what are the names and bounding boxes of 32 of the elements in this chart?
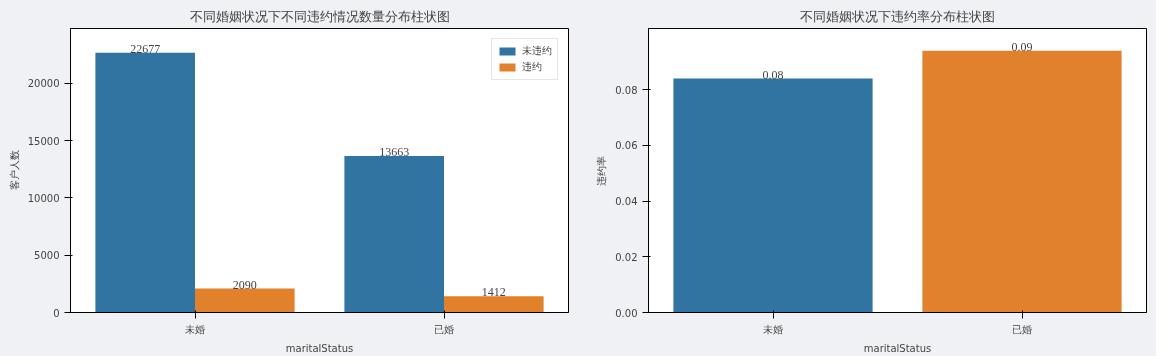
data-label: 22677 bbox=[130, 41, 161, 56]
x-tick-label: 未婚 bbox=[763, 323, 783, 335]
y-tick-label: 10000 bbox=[27, 192, 60, 204]
data-label: 0.08 bbox=[762, 67, 784, 82]
legend-label: 违约 bbox=[522, 60, 542, 74]
x-tick-label: 未婚 bbox=[185, 323, 205, 335]
y-tick-label: 5000 bbox=[34, 250, 60, 262]
y-tick-label: 0.02 bbox=[615, 251, 638, 263]
chart-title: 不同婚姻状况下违约率分布柱状图 bbox=[800, 8, 995, 24]
bar bbox=[344, 156, 444, 313]
data-label: 1412 bbox=[481, 285, 506, 300]
x-tick-label: 已婚 bbox=[434, 323, 454, 335]
x-axis-title: maritalStatus bbox=[285, 342, 354, 354]
y-axis-title: 客户人数 bbox=[8, 150, 20, 191]
y-tick-label: 0.06 bbox=[615, 140, 638, 152]
bar bbox=[195, 288, 295, 313]
x-tick-label: 已婚 bbox=[1012, 323, 1032, 335]
data-label: 2090 bbox=[232, 277, 257, 292]
y-tick-label: 20000 bbox=[27, 78, 60, 90]
data-label: 13663 bbox=[379, 145, 410, 160]
bar bbox=[95, 52, 195, 313]
y-tick-label: 15000 bbox=[27, 135, 60, 147]
x-axis-title: maritalStatus bbox=[863, 342, 932, 354]
chart-title: 不同婚姻状况下不同违约情况数量分布柱状图 bbox=[189, 8, 450, 24]
y-tick-label: 0.08 bbox=[615, 84, 638, 96]
y-tick-label: 0.00 bbox=[615, 307, 638, 319]
legend-label: 未违约 bbox=[522, 44, 552, 58]
data-label: 0.09 bbox=[1011, 39, 1033, 54]
y-axis-title: 违约率 bbox=[596, 155, 608, 186]
y-tick-label: 0 bbox=[53, 307, 60, 319]
y-tick-label: 0.04 bbox=[615, 196, 638, 208]
bar bbox=[444, 296, 544, 313]
